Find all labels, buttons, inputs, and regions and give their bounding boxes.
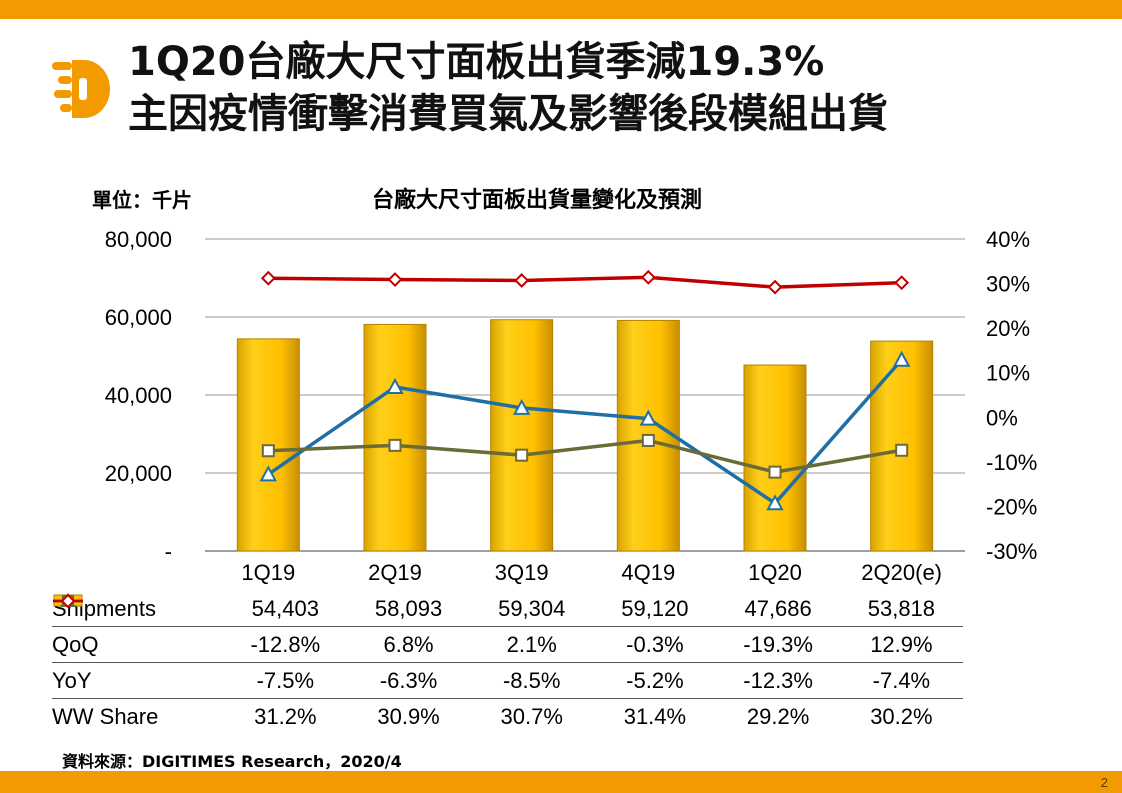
table-cell: 31.2% [254,703,317,729]
ww-share-point [260,270,276,286]
page-number: 2 [1100,775,1108,790]
qoq-point [386,377,404,394]
table-cell: -12.8% [223,626,347,663]
table-cell: 30.2% [870,703,933,729]
table-cell: 59,304 [470,591,594,627]
qoq-line [267,358,903,506]
yoy-line [268,438,902,474]
right-axis-tick-label: 30% [986,272,1030,297]
table-cell: 31.4% [623,703,687,729]
table-cell: 53,818 [839,591,963,627]
unit-label: 單位：千片 [92,188,192,212]
table-row: Shipments 54,403 58,093 59,304 59,120 47,686 5… [52,591,963,627]
ww-share-point [894,275,910,291]
right-axis-tick-label: 10% [986,361,1030,386]
ww-share-line [268,275,902,289]
table-cell: 30.9% [377,703,440,729]
data-table: Shipments 54,403 58,093 59,304 59,120 47,686 5… [52,591,963,734]
bottom-accent-bar [0,771,1122,793]
left-axis-tick-label: 20,000 [105,461,172,486]
table-cell: 54,403 [223,591,347,627]
legend-label: YoY [52,667,92,693]
table-cell: 30.7% [500,703,563,729]
category-label: 1Q19 [241,560,295,585]
left-axis-tick-label: 60,000 [105,305,172,330]
table-cell: 2.1% [470,626,594,663]
left-axis-tick-label: 40,000 [105,383,172,408]
yoy-point [895,443,909,457]
right-axis-tick-label: 20% [986,316,1030,341]
table-cell: -0.3% [593,626,717,663]
yoy-point [641,433,655,447]
table-row: QoQ -12.8% 6.8% 2.1% -0.3% -19.3% 12.9% [52,592,963,663]
right-axis-tick-label: 0% [986,405,1018,430]
table-cell: -12.3% [716,662,840,699]
qoq-point [512,398,531,415]
left-axis-tick-label: 80,000 [105,227,172,252]
digitimes-logo-icon [52,60,110,118]
table-cell: 6.8% [346,626,471,663]
category-label: 4Q19 [621,560,675,585]
legend-entry: QoQ [52,592,224,663]
title-line-2: 主因疫情衝擊消費買氣及影響後段模組出貨 [128,91,888,137]
legend-entry: WW Share [52,593,224,735]
table-cell: 58,093 [346,591,471,627]
title-line-1: 1Q20台廠大尺寸面板出貨季減19.3% [128,39,825,85]
table-cell: 47,686 [716,591,840,627]
top-accent-bar [0,0,1122,19]
ww-share-point [767,279,783,295]
table-cell: -8.5% [470,662,594,699]
chart-title: 台廠大尺寸面板出貨量變化及預測 [372,188,703,213]
category-label: 1Q20 [748,560,802,585]
qoq-point [639,409,658,426]
table-cell: -5.2% [593,662,717,699]
category-label: 2Q19 [368,560,422,585]
shipments-bar [363,323,427,552]
legend-label: WW Share [52,703,159,729]
qoq-point [766,494,784,511]
shipments-bar [490,319,554,552]
yoy-point [515,448,529,462]
table-cell: -7.4% [839,662,963,699]
category-label: 2Q20(e) [861,560,942,585]
yoy-point [768,465,782,479]
table-cell: -19.3% [716,626,840,663]
left-axis-tick-label: - [165,539,172,564]
ww-share-point [514,273,530,288]
qoq-point [892,350,911,367]
table-cell: 12.9% [839,626,963,663]
table-cell: 29.2% [746,703,810,729]
ww-share-point [387,272,403,287]
category-label: 3Q19 [495,560,549,585]
table-cell: 59,120 [593,591,717,627]
right-axis-tick-label: -20% [986,494,1037,519]
table-row: WW Share 31.2% 30.9% 30.7% 31.4% 29.2% 30.2% [52,593,963,735]
table-row: YoY -7.5% -6.3% -8.5% -5.2% -12.3% -7.4% [52,595,963,699]
page-title: 1Q20台廠大尺寸面板出貨季減19.3% 主因疫情衝擊消費買氣及影響後段模組出貨 [128,36,888,140]
legend-key-icon [53,593,83,609]
table-cell: -6.3% [346,662,471,699]
table-cell: -7.5% [223,662,347,699]
legend-label: QoQ [52,631,99,657]
source-note: 資料來源：DIGITIMES Research，2020/4 [62,752,402,771]
legend-entry: YoY [52,595,224,699]
right-axis-tick-label: -10% [986,450,1037,475]
shipments-bar [743,364,807,552]
right-axis-tick-label: 40% [986,227,1030,252]
yoy-point [388,438,402,452]
right-axis-tick-label: -30% [986,539,1037,564]
yoy-point [261,444,275,458]
ww-share-point [640,269,656,285]
qoq-point [259,465,278,482]
legend-entry: Shipments [52,591,224,627]
